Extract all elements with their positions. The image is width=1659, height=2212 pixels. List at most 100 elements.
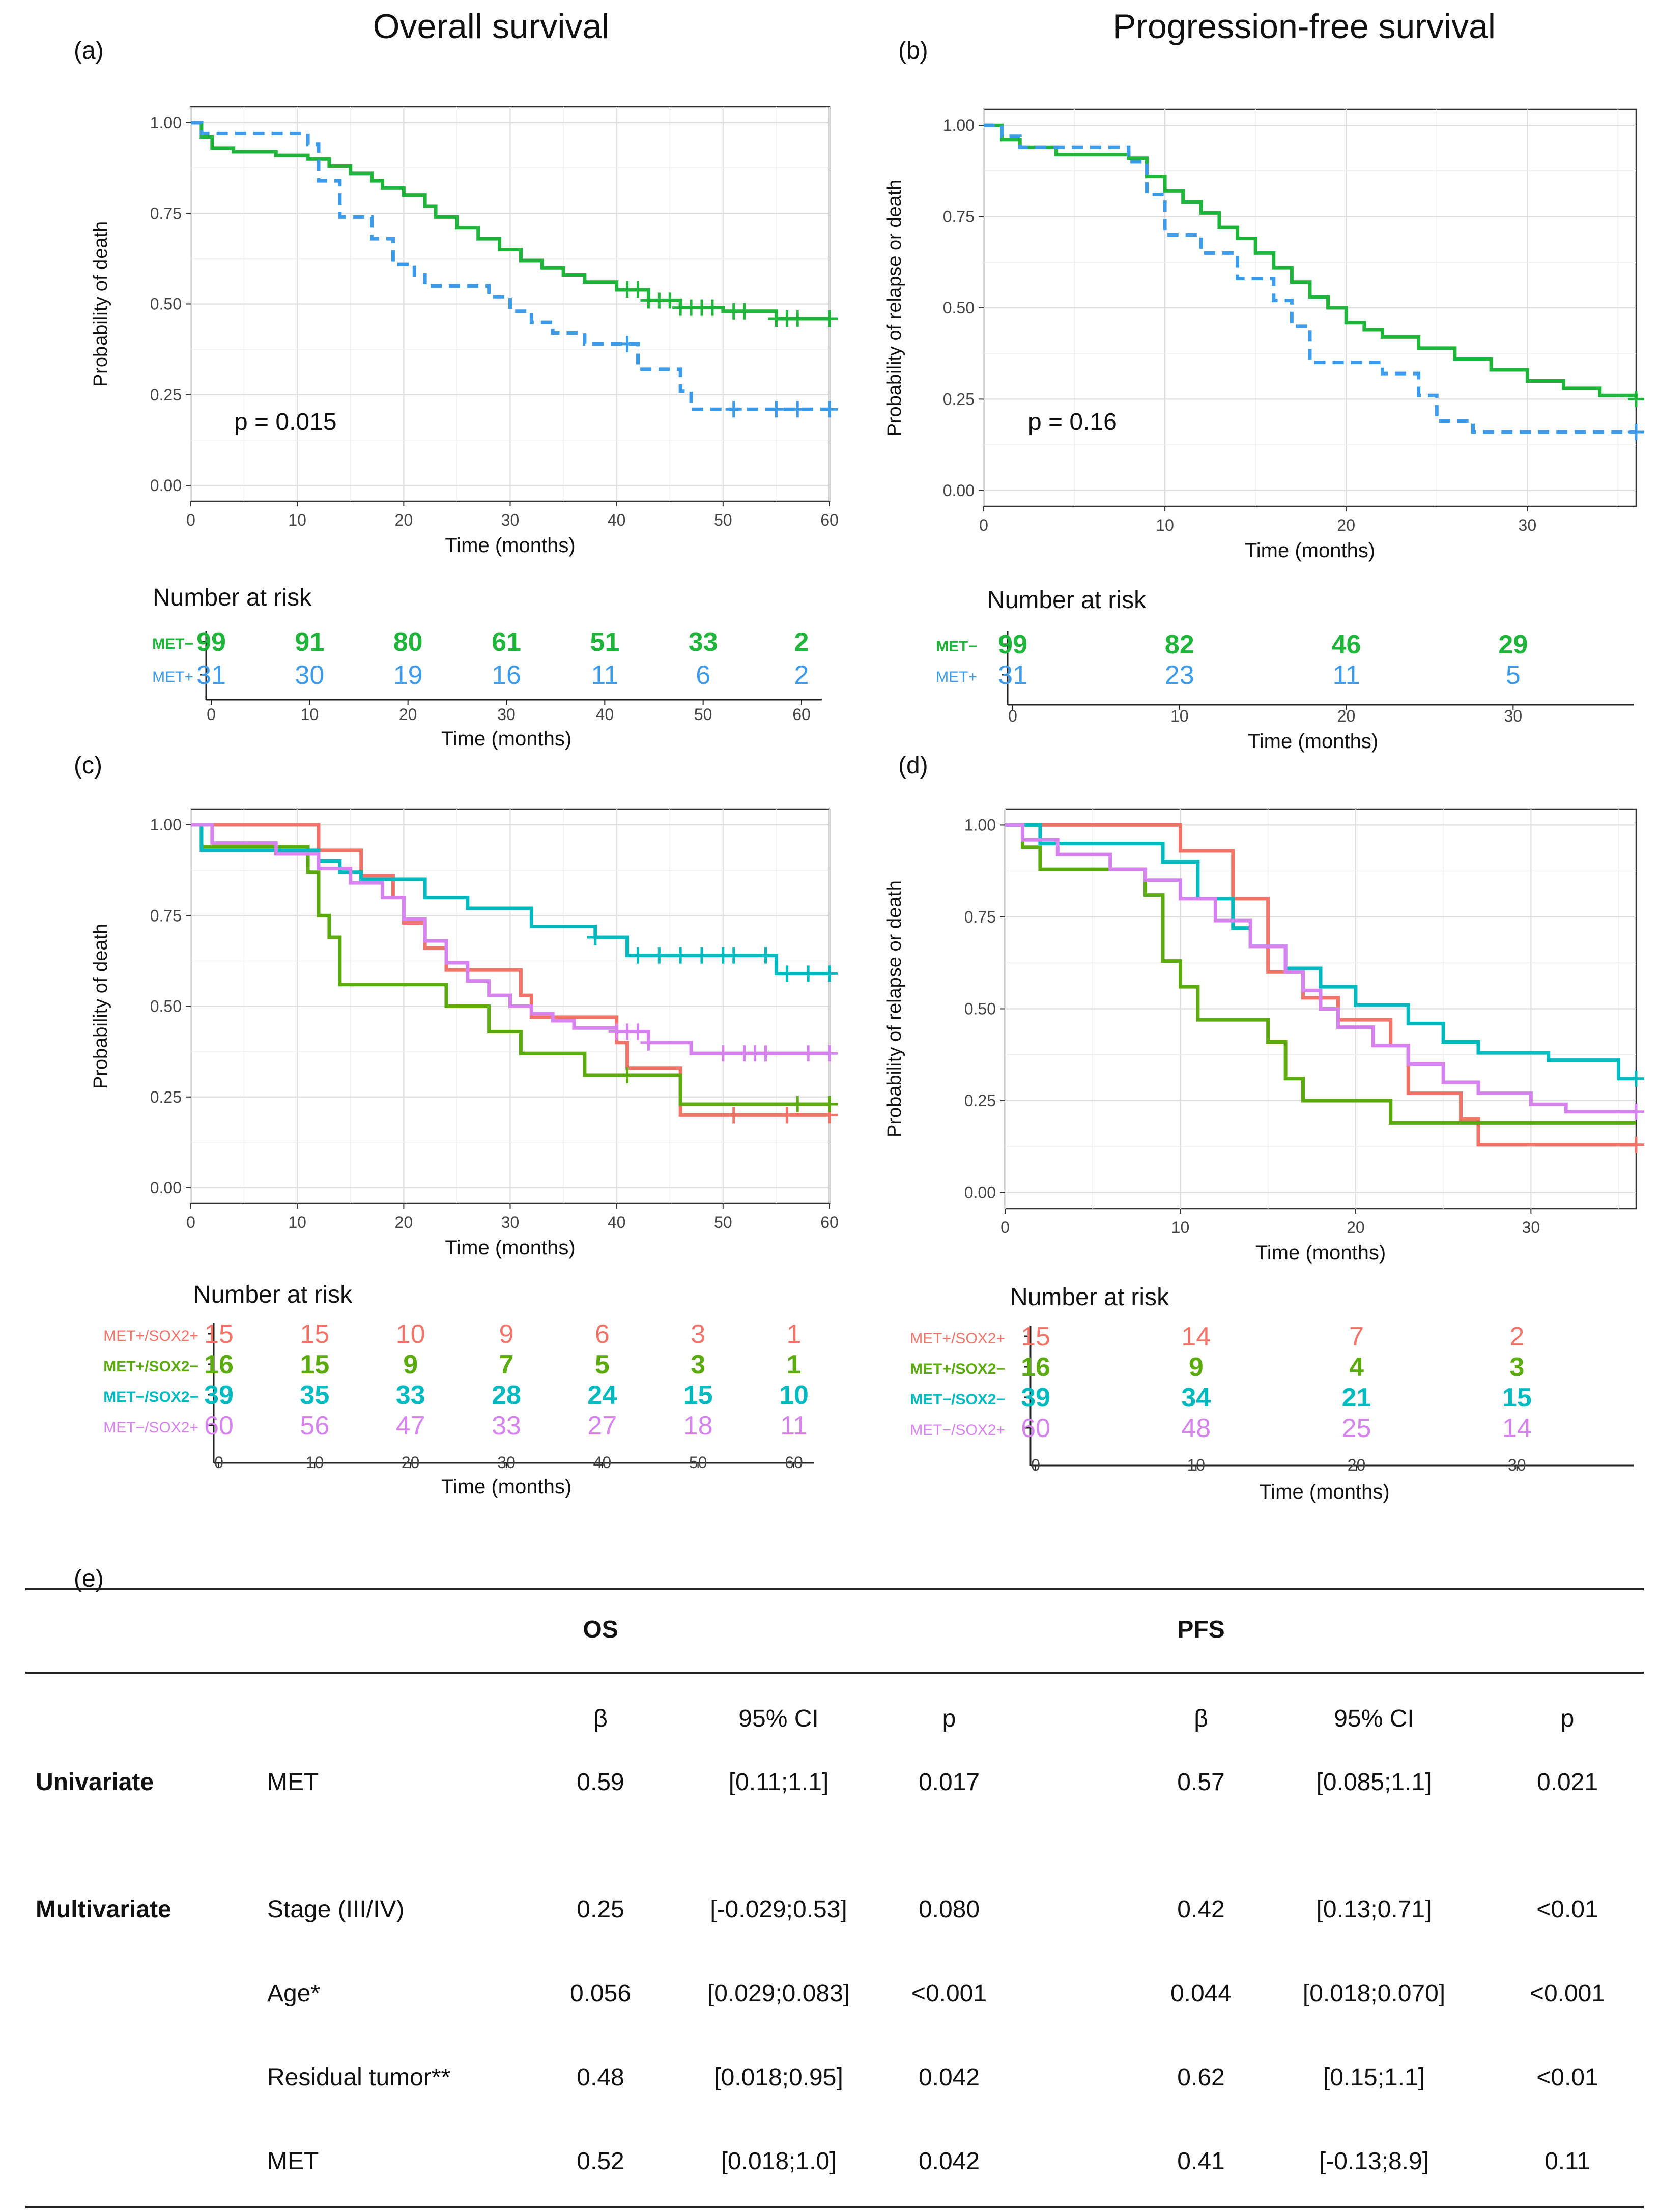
p-value-annotation: p = 0.015 [234,409,337,436]
risk-count: 46 [1332,630,1361,659]
y-tick-label: 0.50 [150,997,182,1016]
table-cell-os-ci: [0.018;0.95] [714,2064,843,2091]
x-tick-label: 20 [395,1213,413,1231]
risk-count: 14 [1502,1414,1532,1443]
risk-count: 1 [787,1350,802,1380]
risk-x-tick-label: 40 [593,1453,612,1472]
risk-count: 48 [1181,1414,1211,1443]
x-tick-label: 20 [395,511,413,529]
x-tick-label: 20 [1337,516,1355,534]
table-cell-pfs-beta: 0.42 [1177,1896,1225,1923]
risk-count: 33 [689,627,718,657]
risk-table-title: Number at risk [193,1281,353,1308]
risk-count: 2 [794,660,809,690]
x-tick-label: 50 [714,1213,732,1231]
table-cell-variable: MET [267,1769,319,1796]
risk-count: 5 [1506,660,1521,690]
panel-label: (b) [898,37,928,64]
risk-count: 39 [204,1381,234,1410]
risk-count: 61 [492,627,521,657]
km-curve-met-sox2- [1005,823,1636,1114]
risk-count: 34 [1181,1383,1211,1413]
km-curve-met-sox2- [1005,823,1636,1147]
table-cell-pfs-ci: [0.085;1.1] [1316,1769,1432,1796]
risk-x-tick-label: 0 [207,705,216,724]
y-tick-label: 1.00 [150,816,182,834]
y-axis-label: Probability of relapse or death [884,880,905,1137]
risk-count: 7 [499,1350,514,1380]
risk-count: 30 [295,660,324,690]
y-tick-label: 0.25 [150,1088,182,1106]
table-section-label: Multivariate [36,1896,171,1923]
y-tick-label: 0.50 [943,299,975,317]
risk-count: 29 [1498,630,1528,659]
km-panel-d: (d) 0 10 20 30 0.00 0.25 0.50 0.75 1.00 Time (mont… [884,752,1644,1264]
risk-x-axis-label: Time (months) [1259,1481,1389,1503]
y-axis-label: Probability of death [90,924,111,1089]
risk-row-label: MET−/SOX2− [910,1391,1005,1408]
x-tick-label: 20 [1347,1218,1365,1237]
risk-count: 80 [393,627,423,657]
table-cell-pfs-p: <0.001 [1529,1980,1606,2007]
risk-count: 2 [1509,1322,1524,1352]
risk-count: 33 [492,1411,521,1441]
x-tick-label: 40 [608,1213,626,1231]
x-tick-label: 50 [714,511,732,529]
risk-count: 15 [1502,1383,1532,1413]
risk-x-tick-label: 20 [402,1453,420,1472]
risk-row-label: MET−/SOX2+ [910,1422,1005,1439]
risk-count: 23 [1165,660,1194,690]
risk-count: 15 [204,1319,234,1349]
risk-count: 15 [300,1319,329,1349]
risk-row-label: MET+/SOX2− [103,1358,198,1375]
km-panel-a: (a) 0 10 20 30 40 50 60 0.00 0.25 0.50 0.75 1.00 Time… [74,37,839,557]
table-cell-os-beta: 0.056 [569,1980,632,2007]
table-cell-variable: Residual tumor** [267,2064,451,2091]
y-tick-label: 0.25 [964,1091,996,1110]
risk-row-label: MET+/SOX2− [910,1361,1005,1377]
x-tick-label: 0 [979,516,988,534]
table-cell-pfs-beta: 0.41 [1177,2148,1225,2175]
risk-count: 16 [204,1350,234,1380]
x-tick-label: 30 [1522,1218,1540,1237]
y-tick-label: 1.00 [150,113,182,132]
table-cell-os-p: 0.080 [918,1896,980,1923]
risk-count: 2 [794,627,809,657]
risk-x-axis-label: Time (months) [1248,730,1378,753]
x-axis-label: Time (months) [1245,539,1375,562]
risk-count: 16 [492,660,521,690]
y-tick-label: 0.50 [150,295,182,313]
table-cell-pfs-p: <0.01 [1536,2064,1598,2091]
risk-x-tick-label: 50 [689,1453,707,1472]
y-tick-label: 0.00 [150,1179,182,1197]
risk-count: 24 [587,1381,617,1410]
table-cell-os-ci: [0.11;1.1] [728,1769,829,1796]
y-tick-label: 0.75 [150,204,182,222]
y-tick-label: 1.00 [943,116,975,134]
table-cell-os-p: 0.042 [918,2064,980,2091]
risk-count: 60 [204,1411,234,1441]
risk-row-label: MET− [936,638,977,655]
risk-count: 1 [787,1319,802,1349]
x-tick-label: 10 [1171,1218,1190,1237]
table-cell-os-ci: [0.018;1.0] [721,2148,837,2175]
p-value-annotation: p = 0.16 [1028,409,1117,436]
pfs-ci-header: 95% CI [1334,1705,1414,1732]
risk-count: 3 [691,1319,705,1349]
risk-count: 28 [492,1381,521,1410]
table-cell-pfs-beta: 0.57 [1177,1769,1225,1796]
y-tick-label: 0.75 [150,906,182,925]
risk-x-tick-label: 30 [1504,707,1523,725]
table-cell-pfs-ci: [0.13;0.71] [1316,1896,1432,1923]
risk-count: 33 [396,1381,425,1410]
risk-x-tick-label: 20 [399,705,417,724]
risk-x-axis-label: Time (months) [441,1476,571,1498]
km-curve-met- [191,121,829,411]
km-curve-met- [984,123,1636,434]
risk-count: 14 [1181,1322,1211,1352]
os-ci-header: 95% CI [738,1705,819,1732]
risk-x-tick-label: 10 [301,705,319,724]
risk-count: 11 [780,1411,808,1441]
